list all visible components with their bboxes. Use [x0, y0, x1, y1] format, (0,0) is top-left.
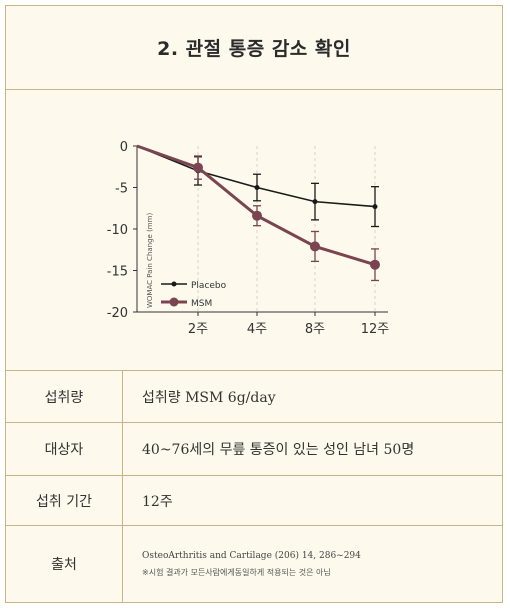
data-point-msm	[370, 259, 380, 270]
source-citation: OsteoArthritis and Cartilage (206) 14, 2…	[142, 550, 361, 561]
y-axis-label: WOMAC Pain Change (mm)	[146, 213, 154, 308]
source-note: ※시험 결과가 모든사람에게동일하게 적용되는 것은 아님	[142, 567, 331, 577]
row-label-duration: 섭취 기간	[6, 476, 123, 525]
section-title: 2. 관절 통증 감소 확인	[157, 38, 351, 60]
y-tick-label: -10	[107, 223, 128, 238]
series-line-placebo	[136, 145, 376, 208]
x-tick-label: 2주	[188, 322, 208, 337]
x-tick-label: 8주	[305, 322, 325, 337]
info-card: 2. 관절 통증 감소 확인 0 -5 -10 -15 -20 2주 4주 8주 12주 WOMA…	[5, 5, 503, 603]
row-value-intake: 섭취량 MSM 6g/day	[142, 389, 276, 406]
pain-change-chart: 0 -5 -10 -15 -20 2주 4주 8주 12주 WOMAC Pain Change (…	[107, 140, 390, 337]
row-value-subjects: 40~76세의 무릎 통증이 있는 성인 남녀 50명	[142, 442, 415, 458]
y-tick-label: -20	[107, 306, 128, 321]
row-label-subjects: 대상자	[6, 423, 123, 475]
row-label-source: 출처	[6, 526, 123, 602]
row-value-source: OsteoArthritis and Cartilage (206) 14, 2…	[123, 526, 502, 602]
legend-label: Placebo	[191, 281, 227, 291]
row-label-intake: 섭취량	[6, 371, 123, 422]
data-point-msm	[193, 162, 203, 173]
chart-panel: 0 -5 -10 -15 -20 2주 4주 8주 12주 WOMAC Pain Change (…	[6, 90, 502, 371]
data-point-placebo	[372, 204, 378, 210]
y-tick-label: -5	[115, 182, 128, 197]
section-header: 2. 관절 통증 감소 확인	[6, 6, 502, 90]
data-point-placebo	[254, 185, 260, 190]
data-point-placebo	[312, 199, 318, 205]
table-row: 대상자 40~76세의 무릎 통증이 있는 성인 남녀 50명	[6, 423, 502, 476]
table-row: 섭취 기간 12주	[6, 476, 502, 526]
data-point-msm	[310, 241, 320, 252]
table-row: 출처 OsteoArthritis and Cartilage (206) 14…	[6, 526, 502, 602]
y-tick-label: 0	[120, 140, 128, 155]
row-value-duration: 12주	[142, 493, 173, 510]
data-point-msm	[252, 210, 262, 221]
legend-label: MSM	[191, 299, 212, 309]
x-tick-label: 4주	[247, 322, 267, 337]
y-tick-label: -15	[107, 265, 128, 280]
x-tick-label: 12주	[361, 322, 390, 337]
legend-marker	[171, 281, 177, 287]
table-row: 섭취량 섭취량 MSM 6g/day	[6, 371, 502, 423]
legend-marker	[169, 297, 179, 307]
